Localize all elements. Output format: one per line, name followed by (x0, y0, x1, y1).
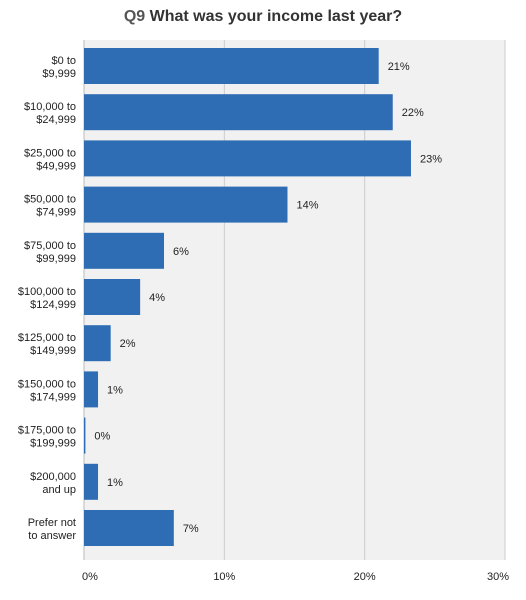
data-label: 23% (420, 153, 442, 165)
bar (84, 186, 288, 223)
chart-title-prefix: Q9 (123, 8, 146, 25)
category-label: $25,000 to $49,999 (24, 147, 76, 172)
category-label-line: $25,000 to (24, 147, 76, 159)
x-tick-label: 30% (487, 571, 509, 583)
bar (84, 417, 86, 454)
bar (84, 140, 411, 177)
category-label-line: Prefer not (28, 517, 76, 529)
category-label: $200,000 and up (30, 471, 76, 496)
category-label-line: $100,000 to (18, 286, 76, 298)
category-label-line: to answer (28, 530, 76, 542)
chart-title: Q9 What was your income last year? (0, 8, 526, 26)
category-label: $100,000 to $124,999 (18, 286, 76, 311)
category-label-line: $75,000 to (24, 240, 76, 252)
category-label-line: $0 to (52, 55, 76, 67)
category-label-line: $150,000 to (18, 378, 76, 390)
category-label: $175,000 to $199,999 (18, 425, 76, 450)
bar (84, 279, 141, 315)
category-label-line: $125,000 to (18, 332, 76, 344)
bar (84, 48, 379, 84)
category-label-line: $199,999 (30, 438, 76, 450)
category-label-line: $124,999 (30, 299, 76, 311)
category-label-line: $10,000 to (24, 101, 76, 113)
category-label-line: $49,999 (36, 160, 76, 172)
x-tick-label: 10% (213, 571, 235, 583)
data-label: 21% (388, 61, 410, 73)
category-label: $150,000 to $174,999 (18, 378, 76, 403)
data-label: 2% (120, 338, 136, 350)
category-label-line: $9,999 (42, 68, 76, 80)
category-label-line: and up (42, 484, 76, 496)
category-label: $50,000 to $74,999 (24, 194, 76, 219)
category-label: $125,000 to $149,999 (18, 332, 76, 357)
bar (84, 232, 164, 269)
category-label: $0 to $9,999 (42, 55, 76, 80)
chart-title-text: What was your income last year? (149, 8, 403, 25)
bar (84, 510, 174, 546)
data-label: 14% (296, 200, 318, 212)
data-label: 7% (183, 523, 199, 535)
x-tick-label: 20% (354, 571, 376, 583)
category-label-line: $24,999 (36, 114, 76, 126)
bar (84, 325, 111, 362)
data-label: 6% (173, 246, 189, 258)
category-label: Prefer not to answer (28, 517, 77, 542)
category-label-line: $74,999 (36, 207, 76, 219)
category-label-line: $174,999 (30, 391, 76, 403)
bar (84, 371, 99, 408)
bar (84, 463, 99, 500)
data-label: 4% (149, 292, 165, 304)
category-label-line: $50,000 to (24, 194, 76, 206)
bar (84, 94, 393, 131)
category-label-line: $175,000 to (18, 425, 76, 437)
category-label: $10,000 to $24,999 (24, 101, 76, 126)
category-label-line: $200,000 (30, 471, 76, 483)
data-label: 0% (94, 431, 110, 443)
data-label: 22% (402, 107, 424, 119)
category-label-line: $99,999 (36, 253, 76, 265)
data-label: 1% (107, 477, 123, 489)
x-tick-label: 0% (82, 571, 98, 583)
data-label: 1% (107, 384, 123, 396)
category-label: $75,000 to $99,999 (24, 240, 76, 265)
category-label-line: $149,999 (30, 345, 76, 357)
